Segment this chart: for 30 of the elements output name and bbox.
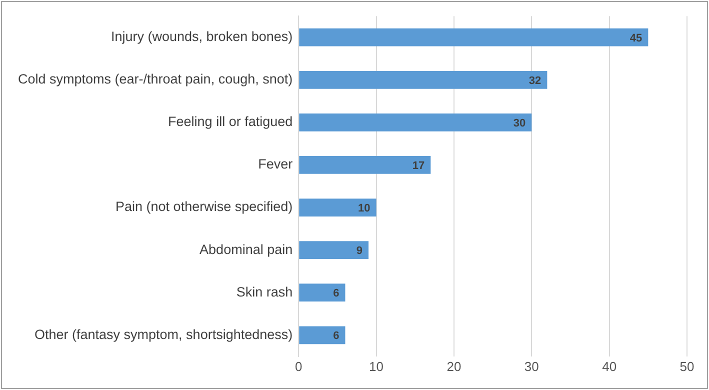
y-tick-label: Feeling ill or fatigued [168,114,293,130]
data-label: 32 [528,74,542,87]
data-label: 9 [356,245,363,258]
bar [299,241,369,259]
y-tick-label: Fever [258,156,294,172]
y-tick-label: Abdominal pain [200,242,293,257]
data-label: 45 [630,32,642,44]
x-tick-label: 40 [602,358,617,374]
bar [299,28,648,46]
bar [299,284,346,302]
y-tick-label: Injury (wounds, broken bones) [111,29,293,44]
data-label: 10 [358,202,370,215]
y-tick-label: Skin rash [236,284,293,300]
bar [299,156,431,174]
bar [299,114,532,132]
y-tick-label: Cold symptoms (ear-/throat pain, cough, snot) [18,72,293,87]
y-tick-label: Other (fantasy symptom, shortsightedness) [34,326,293,342]
data-label: 6 [333,330,340,342]
data-label: 30 [513,117,526,130]
x-tick-label: 20 [446,358,462,374]
x-tick-label: 10 [369,358,384,374]
y-tick-label: Pain (not otherwise specified) [116,199,293,214]
x-tick-label: 50 [680,358,694,374]
data-label: 6 [333,288,340,300]
bar [299,70,548,89]
bar [299,326,346,344]
x-tick-label: 30 [524,358,539,374]
data-label: 17 [412,160,425,172]
x-tick-label: 0 [295,358,302,374]
bar [299,198,376,216]
